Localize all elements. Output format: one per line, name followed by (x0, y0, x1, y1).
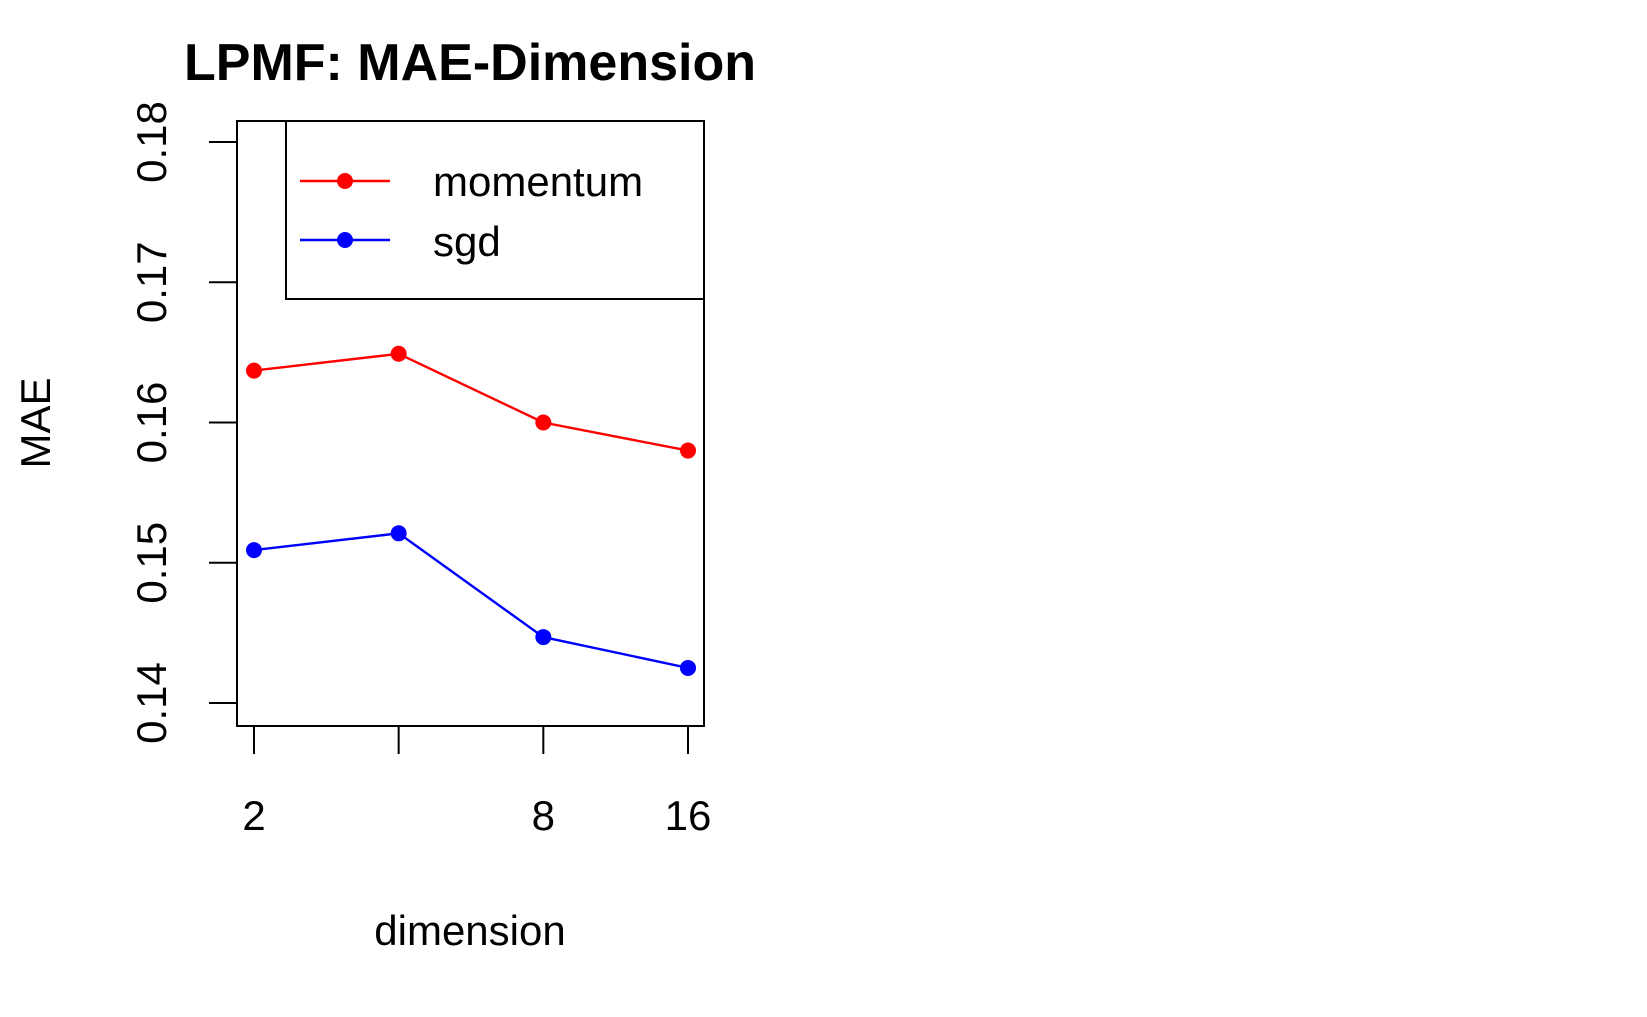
y-axis-label: MAE (12, 377, 59, 468)
data-point-sgd (246, 542, 262, 559)
x-axis-label: dimension (374, 907, 565, 954)
y-tick-label: 0.17 (128, 241, 175, 323)
legend-item-sgd: sgd (300, 218, 501, 265)
y-tick-label: 0.15 (128, 522, 175, 604)
x-tick-label: 8 (532, 792, 555, 839)
y-tick-label: 0.16 (128, 382, 175, 464)
data-point-momentum (680, 442, 696, 459)
legend: momentum sgd (285, 120, 705, 300)
y-axis: 0.14 0.15 0.16 0.17 0.18 (128, 101, 238, 744)
y-tick-label: 0.14 (128, 662, 175, 744)
x-axis: 2 8 16 (242, 725, 712, 839)
legend-item-momentum: momentum (300, 158, 643, 205)
x-tick-label: 16 (665, 792, 712, 839)
series-line-sgd (253, 532, 689, 670)
data-point-sgd (680, 659, 696, 676)
legend-marker-momentum (337, 173, 353, 189)
legend-label-sgd: sgd (433, 218, 501, 265)
chart-title: LPMF: MAE-Dimension (184, 34, 756, 92)
legend-label-momentum: momentum (433, 158, 643, 205)
series-momentum (246, 345, 696, 459)
data-point-momentum (246, 362, 262, 379)
data-point-sgd (535, 629, 552, 646)
legend-box (285, 120, 705, 300)
series-layer (246, 345, 696, 676)
data-point-sgd (390, 525, 407, 542)
data-point-momentum (535, 414, 552, 431)
data-point-momentum (390, 345, 407, 362)
y-tick-label: 0.18 (128, 101, 175, 183)
legend-marker-sgd (337, 232, 353, 248)
x-tick-label: 2 (242, 792, 265, 839)
series-sgd (246, 525, 696, 676)
series-line-momentum (253, 352, 689, 452)
